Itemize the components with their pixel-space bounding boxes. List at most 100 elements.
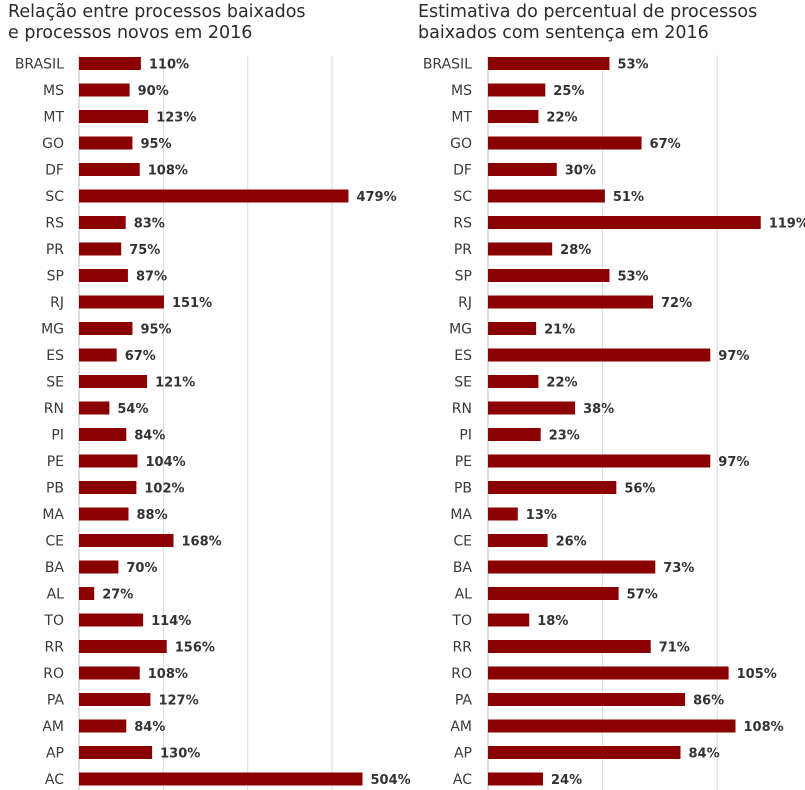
category-label: SE	[46, 375, 64, 391]
category-label: MA	[450, 507, 472, 523]
category-label: TO	[43, 613, 64, 629]
category-label: MA	[42, 507, 64, 523]
category-label: PE	[455, 454, 472, 470]
bar	[79, 640, 167, 653]
category-label: ES	[46, 348, 64, 364]
bar	[488, 428, 541, 441]
category-label: AL	[455, 587, 473, 603]
bar	[79, 560, 119, 574]
category-label: CE	[45, 534, 64, 550]
chart-title: Estimativa do percentual de processos ba…	[418, 2, 757, 44]
category-label: ES	[454, 348, 472, 364]
bar	[488, 269, 610, 282]
category-label: PA	[47, 693, 65, 709]
bar	[79, 772, 363, 786]
value-label: 156%	[175, 641, 215, 656]
value-label: 73%	[663, 561, 694, 576]
category-label: CE	[453, 534, 472, 550]
chart-title: Relação entre processos baixados e proce…	[8, 2, 306, 44]
value-label: 88%	[137, 508, 168, 523]
category-label: PR	[46, 242, 64, 258]
category-label: AP	[454, 746, 472, 762]
value-label: 114%	[151, 614, 191, 629]
bar	[79, 110, 149, 123]
bar	[488, 613, 530, 627]
value-label: 121%	[155, 376, 195, 391]
bar	[79, 83, 130, 97]
bar	[79, 269, 128, 282]
category-label: PR	[454, 242, 472, 258]
bar	[488, 454, 711, 468]
value-label: 54%	[117, 402, 148, 417]
bar	[79, 375, 148, 388]
value-label: 108%	[148, 164, 188, 179]
value-label: 479%	[356, 190, 396, 205]
bar	[488, 587, 619, 600]
category-label: GO	[450, 136, 472, 152]
value-label: 24%	[551, 773, 582, 788]
bar	[79, 613, 144, 627]
value-label: 105%	[737, 667, 777, 682]
value-label: 71%	[659, 641, 690, 656]
category-label: RO	[43, 666, 64, 682]
value-label: 25%	[553, 84, 584, 99]
bar	[79, 481, 137, 494]
left-chart-panel: Relação entre processos baixados e proce…	[0, 0, 411, 790]
bar	[488, 57, 610, 70]
bar	[488, 507, 518, 521]
category-label: RS	[453, 216, 472, 232]
category-label: RS	[45, 216, 64, 232]
bar	[79, 507, 129, 521]
value-label: 70%	[126, 561, 157, 576]
bar	[79, 348, 117, 362]
value-label: 130%	[160, 747, 200, 762]
value-label: 84%	[134, 720, 165, 735]
bar	[79, 454, 138, 468]
bar	[488, 136, 642, 150]
bar	[488, 375, 539, 388]
category-label: PI	[459, 428, 472, 444]
category-label: BRASIL	[15, 57, 64, 73]
category-label: AC	[45, 772, 64, 788]
value-label: 23%	[549, 429, 580, 444]
category-label: AP	[46, 746, 64, 762]
value-label: 108%	[148, 667, 188, 682]
bar	[488, 242, 553, 256]
bar	[488, 640, 651, 653]
value-label: 53%	[617, 270, 648, 285]
bar	[488, 189, 605, 203]
category-label: PE	[47, 454, 64, 470]
bar	[488, 322, 537, 335]
value-label: 84%	[134, 429, 165, 444]
bar	[488, 481, 617, 494]
chart-title-line-1: Relação entre processos baixados	[8, 2, 306, 22]
bar	[79, 57, 141, 70]
bar	[488, 348, 711, 362]
category-label: PI	[51, 428, 64, 444]
bar	[488, 719, 736, 733]
chart-title-line-2: e processos novos em 2016	[8, 23, 253, 43]
category-label: RR	[45, 640, 65, 656]
bar	[488, 83, 546, 97]
value-label: 22%	[546, 111, 577, 126]
bar-chart-left: BRASIL 110% MS 90% MT 123% GO 95% DF 108% SC 479% RS…	[15, 55, 411, 790]
bar	[79, 666, 140, 680]
category-label: TO	[451, 613, 472, 629]
bar	[488, 163, 557, 176]
category-label: PB	[454, 481, 472, 497]
value-label: 26%	[556, 535, 587, 550]
category-label: RJ	[458, 295, 472, 311]
bar	[488, 295, 653, 309]
bar	[79, 242, 122, 256]
category-label: MS	[43, 83, 64, 99]
value-label: 51%	[613, 190, 644, 205]
value-label: 18%	[537, 614, 568, 629]
value-label: 119%	[769, 217, 805, 232]
value-label: 56%	[624, 482, 655, 497]
bar	[488, 772, 543, 786]
chart-title-line-1: Estimativa do percentual de processos	[418, 2, 758, 22]
category-label: MG	[41, 322, 64, 338]
value-label: 87%	[136, 270, 167, 285]
value-label: 27%	[102, 588, 133, 603]
value-label: 75%	[129, 243, 160, 258]
